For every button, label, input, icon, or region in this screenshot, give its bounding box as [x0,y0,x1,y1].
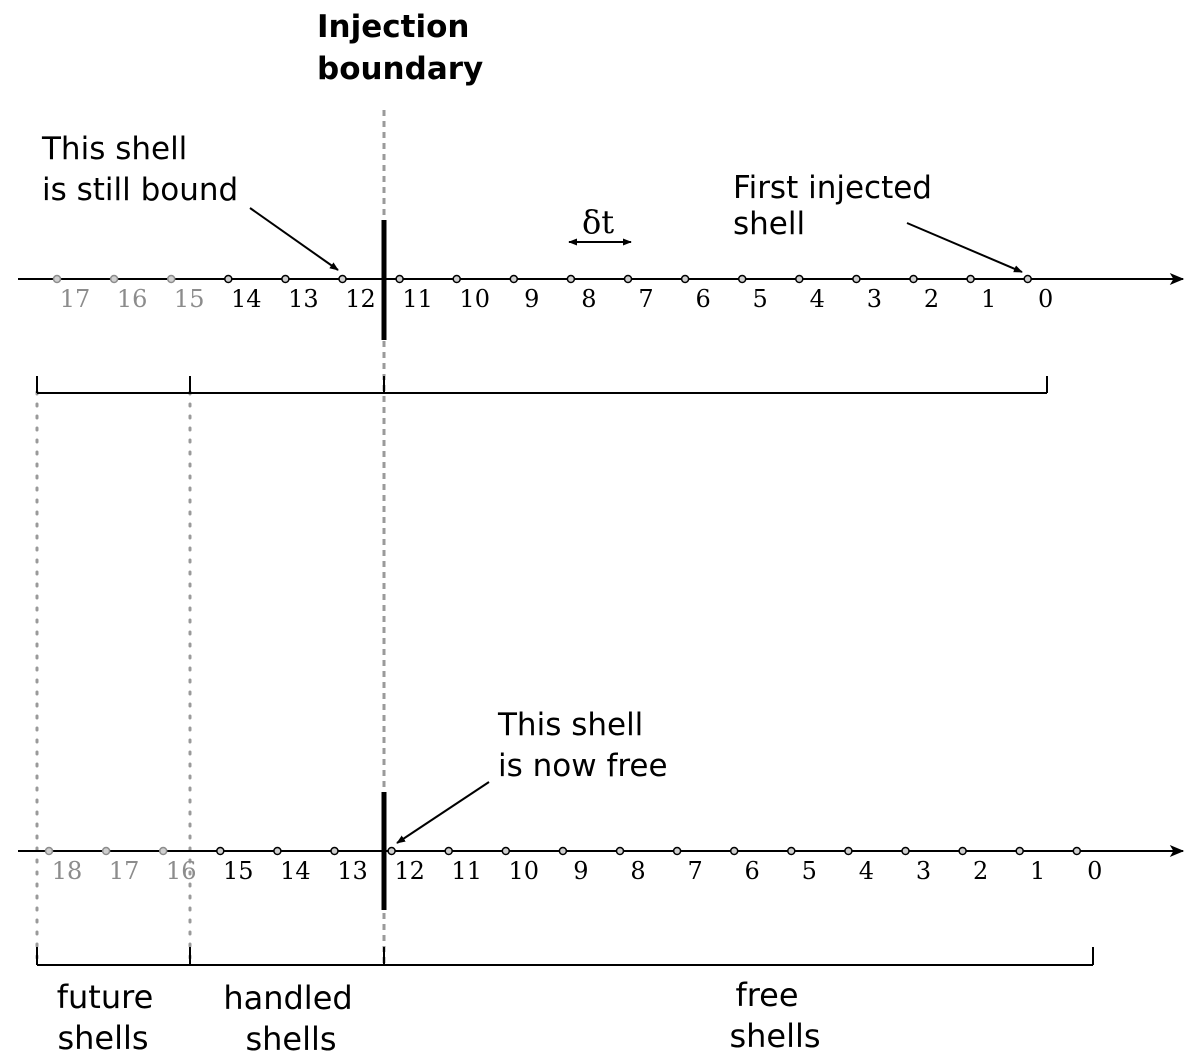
bottom-shell-label: 18 [52,857,83,885]
free-shells-label-line-1: free [735,976,798,1014]
now-free-label-line-1: This shell [497,707,643,743]
bottom-shell-label: 10 [509,857,540,885]
top-shell-point [224,274,233,284]
bottom-shell-label: 16 [166,857,197,885]
top-shell-label: 9 [524,285,539,313]
still-bound-label-line-1: This shell [41,131,187,167]
top-shell-points: 17 16 15 14 13 12 11 10 9 8 7 6 5 4 3 2 1 0 [52,274,1053,313]
bottom-shell-label: 4 [859,857,874,885]
bottom-shell-point [216,846,225,856]
now-free-arrow [396,781,490,844]
still-bound-arrow [249,207,339,271]
top-shell-label: 10 [459,285,490,313]
future-shells-label-line-1: future [57,978,154,1016]
bottom-shell-label: 6 [745,857,760,885]
top-shell-point [737,274,747,284]
bottom-shell-point [44,846,54,856]
bottom-shell-point [729,846,739,856]
free-shells-label-line-2: shells [729,1017,820,1055]
bottom-shell-point [158,846,168,856]
top-shell-point [109,274,119,284]
top-shell-point [966,274,975,284]
bottom-shell-label: 2 [973,857,988,885]
bottom-shell-point [501,846,511,856]
bottom-shell-points: 18 17 16 15 14 13 12 11 10 9 8 7 6 5 4 3 2 1 0 [44,846,1102,885]
bottom-shell-label: 9 [573,857,588,885]
top-shell-point [452,274,461,284]
top-shell-point [338,274,347,284]
bottom-shell-point [844,846,853,856]
top-shell-label: 16 [117,285,148,313]
top-shell-point [52,274,62,284]
first-injected-arrow [906,222,1023,273]
top-shell-label: 7 [638,285,653,313]
bottom-shell-label: 13 [337,857,368,885]
top-shell-label: 5 [753,285,768,313]
top-shell-label: 14 [231,285,262,313]
bottom-shell-point [1015,846,1024,856]
bottom-shell-point [444,846,453,856]
bottom-shell-point [330,846,339,856]
top-shell-label: 17 [60,285,91,313]
delta-t-label: δt [582,203,614,241]
bottom-shell-point [787,846,796,856]
handled-shells-label-line-2: shells [245,1020,336,1056]
top-shell-label: 3 [867,285,882,313]
top-shell-point [623,274,633,284]
top-shell-point [566,274,576,284]
top-shell-point [166,274,176,284]
top-shell-label: 2 [924,285,939,313]
bottom-shell-point [672,846,682,856]
bottom-shell-point [1072,846,1082,856]
bottom-shell-point [958,846,967,856]
bottom-shell-label: 3 [916,857,931,885]
bottom-shell-label: 17 [109,857,140,885]
top-shell-label: 15 [174,285,205,313]
future-shells-label-line-2: shells [57,1019,148,1056]
top-shell-label: 0 [1038,285,1053,313]
top-shell-point [909,274,918,284]
bottom-shell-point [101,846,111,856]
title-line-2: boundary [317,51,483,87]
top-shell-label: 1 [981,285,996,313]
bottom-shell-label: 5 [802,857,817,885]
bottom-shell-label: 12 [394,857,425,885]
bottom-shell-label: 0 [1087,857,1102,885]
top-shell-label: 11 [402,285,433,313]
top-shell-point [795,274,804,284]
bottom-shell-point [273,846,282,856]
top-shell-point [281,274,290,284]
bottom-shell-point [615,846,625,856]
bottom-shell-label: 14 [280,857,311,885]
title-line-1: Injection [317,9,469,45]
top-bracket [36,376,1048,394]
bottom-shell-point [901,846,910,856]
top-shell-point [680,274,690,284]
bottom-shell-label: 8 [630,857,645,885]
top-shell-point [1023,274,1032,284]
still-bound-label-line-2: is still bound [42,172,238,208]
top-shell-label: 8 [581,285,596,313]
top-shell-label: 6 [695,285,710,313]
bottom-shell-label: 7 [687,857,702,885]
first-injected-label-line-2: shell [733,206,805,242]
bottom-shell-label: 1 [1030,857,1045,885]
bottom-shell-label: 15 [223,857,254,885]
top-shell-point [852,274,861,284]
bottom-shell-point [387,846,396,856]
handled-shells-label-line-1: handled [223,979,352,1017]
now-free-label-line-2: is now free [498,748,668,784]
top-shell-label: 12 [345,285,376,313]
bottom-shell-point [558,846,568,856]
bottom-shell-label: 11 [451,857,482,885]
top-shell-label: 4 [810,285,825,313]
top-shell-label: 13 [288,285,319,313]
top-shell-point [509,274,519,284]
bottom-bracket [36,947,1094,966]
first-injected-label-line-1: First injected [733,170,932,206]
top-shell-point [395,274,404,284]
